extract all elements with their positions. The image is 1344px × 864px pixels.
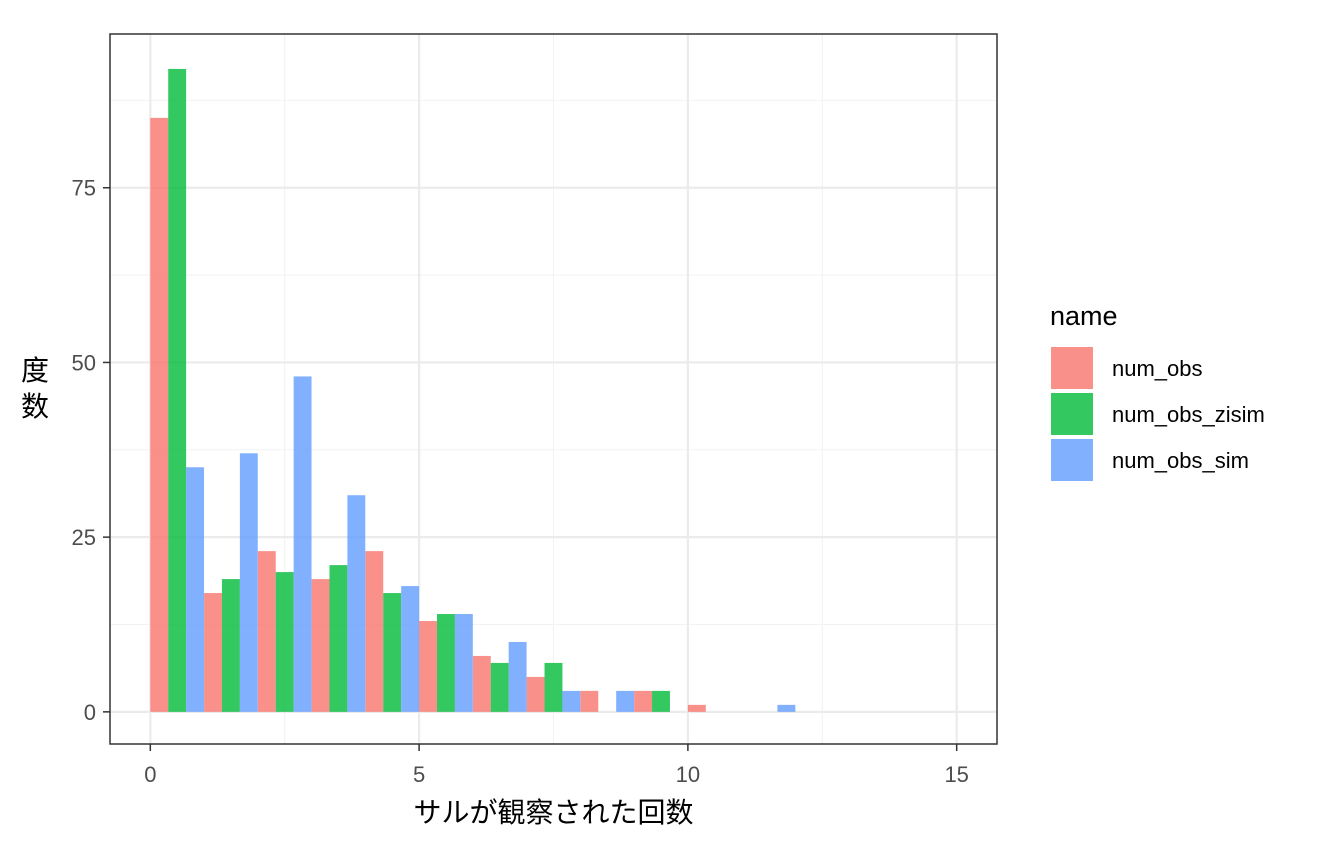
x-tick-label: 10 xyxy=(676,762,700,787)
legend-label: num_obs_zisim xyxy=(1112,402,1265,427)
bar-num-obs xyxy=(257,551,276,712)
legend-label: num_obs_sim xyxy=(1112,448,1249,473)
x-tick-label: 15 xyxy=(944,762,968,787)
bar-num-obs-sim xyxy=(239,453,258,712)
bar-num-obs-zisim xyxy=(544,662,563,712)
bar-num-obs-sim xyxy=(454,614,473,712)
bar-num-obs-sim xyxy=(401,586,420,712)
bar-num-obs xyxy=(687,704,706,712)
bar-num-obs xyxy=(311,579,330,712)
legend-key-num-obs-zisim xyxy=(1051,393,1093,435)
bar-num-obs-zisim xyxy=(168,68,187,712)
x-tick-label: 0 xyxy=(144,762,156,787)
bar-num-obs xyxy=(365,551,384,712)
bar-num-obs-zisim xyxy=(275,572,294,712)
bar-num-obs-zisim xyxy=(437,614,455,712)
bar-num-obs-sim xyxy=(293,376,312,712)
bar-num-obs-zisim xyxy=(221,579,240,712)
x-axis: 0 5 10 15 xyxy=(144,744,969,787)
bar-num-obs xyxy=(472,655,491,712)
bar-num-obs xyxy=(634,690,653,712)
bar-num-obs xyxy=(204,593,222,712)
bars xyxy=(150,68,796,712)
y-axis: 0 25 50 75 xyxy=(72,176,110,725)
legend-title: name xyxy=(1050,301,1118,331)
bar-num-obs-zisim xyxy=(490,662,509,712)
legend-key-num-obs-sim xyxy=(1051,439,1093,481)
bar-num-obs-zisim xyxy=(329,565,348,712)
bar-num-obs-sim xyxy=(186,467,205,712)
bar-num-obs-zisim xyxy=(652,690,670,712)
bar-num-obs-sim xyxy=(562,690,581,712)
bar-num-obs xyxy=(526,676,545,712)
y-axis-title: 度数 xyxy=(21,354,49,423)
y-tick-label: 75 xyxy=(72,176,96,201)
bar-num-obs-sim xyxy=(616,690,635,712)
legend-key-num-obs xyxy=(1051,347,1093,389)
bar-num-obs xyxy=(150,117,169,712)
x-axis-title: サルが観察された回数 xyxy=(413,796,693,829)
bar-num-obs xyxy=(419,621,438,712)
legend: name num_obs num_obs_zisim num_obs_sim xyxy=(1050,301,1265,481)
legend-label: num_obs xyxy=(1112,356,1203,381)
bar-num-obs-zisim xyxy=(383,593,402,712)
y-tick-label: 0 xyxy=(84,700,96,725)
x-tick-label: 5 xyxy=(413,762,425,787)
y-tick-label: 25 xyxy=(72,525,96,550)
y-tick-label: 50 xyxy=(72,350,96,375)
bar-num-obs-sim xyxy=(777,704,796,712)
bar-num-obs xyxy=(580,690,599,712)
bar-num-obs-sim xyxy=(508,641,527,712)
panel-border xyxy=(109,33,998,745)
bar-num-obs-sim xyxy=(347,495,366,712)
